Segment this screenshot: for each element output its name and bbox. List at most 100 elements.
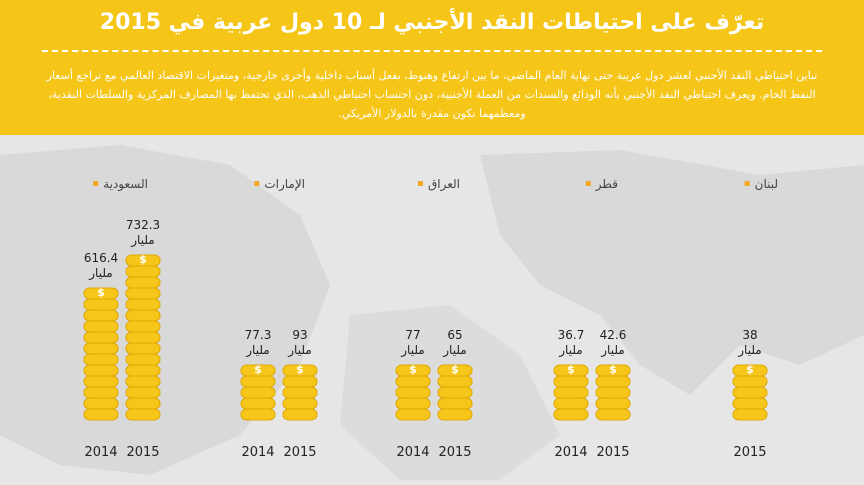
coin-stack-2015: $ [125,253,161,421]
country-bullet-icon [417,181,423,186]
value-label: 36.7 [558,328,585,342]
dollar-icon: $ [254,363,262,376]
dollar-icon: $ [451,363,459,376]
coin [395,386,431,399]
coin-stack-2015: $ [437,363,473,421]
coin [125,265,161,278]
coin [125,342,161,355]
coin [437,386,473,399]
unit-label: مليار [130,233,154,248]
coin [83,320,119,333]
coin [553,386,589,399]
coin [240,375,276,388]
coin [240,386,276,399]
coin [553,397,589,410]
coin [83,364,119,377]
coin [732,375,768,388]
map-landmass-east [480,150,864,395]
year-label: 2015 [126,445,159,460]
coin [595,375,631,388]
coin-stack-2015: $ [732,363,768,421]
coin [395,408,431,421]
coin [240,397,276,410]
country-bullet-icon [744,181,750,186]
description-text: تباين احتياطي النقد الأجنبي لعشر دول عرب… [46,69,818,120]
year-label: 2014 [241,445,274,460]
year-label: 2014 [554,445,587,460]
coin [395,375,431,388]
dashed-divider [42,50,822,52]
coin [437,375,473,388]
country-label: لبنان [755,177,778,191]
coin [83,298,119,311]
coin [125,254,161,267]
coin [125,276,161,289]
coin [83,309,119,322]
dollar-icon: $ [97,286,105,299]
header-banner: تعرّف على احتياطات النقد الأجنبي لـ 10 د… [0,0,864,135]
unit-label: مليار [287,343,311,358]
coin-stack-2015: $ [595,363,631,421]
year-label: 2015 [438,445,471,460]
year-label: 2014 [396,445,429,460]
coin [595,364,631,377]
coin [553,408,589,421]
coin [83,397,119,410]
country-bullet-icon [254,181,260,186]
coin [395,397,431,410]
coin-stack-2015: $ [282,363,318,421]
year-label: 2015 [596,445,629,460]
coin [595,408,631,421]
coin [125,287,161,300]
page-title: تعرّف على احتياطات النقد الأجنبي لـ 10 د… [99,10,765,35]
coin [83,287,119,300]
coin [732,386,768,399]
coin [595,397,631,410]
coin [282,386,318,399]
unit-label: مليار [442,343,466,358]
coin [732,364,768,377]
dollar-icon: $ [746,363,754,376]
value-label: 732.3 [126,218,160,232]
coin [553,364,589,377]
coin [125,353,161,366]
value-label: 42.6 [600,328,627,342]
coin [437,397,473,410]
unit-label: مليار [400,343,424,358]
coin [125,320,161,333]
country-label: الإمارات [264,177,305,192]
unit-label: مليار [558,343,582,358]
coin [83,331,119,344]
unit-label: مليار [245,343,269,358]
coin [83,408,119,421]
coin [595,386,631,399]
coin [83,342,119,355]
country-label: العراق [428,177,460,192]
value-label: 77 [405,328,420,342]
dollar-icon: $ [609,363,617,376]
country-bullet-icon [585,181,591,186]
year-label: 2015 [283,445,316,460]
coin [125,375,161,388]
coin [125,386,161,399]
coin [125,298,161,311]
unit-label: مليار [737,343,761,358]
coin-stack-2014: $ [553,363,589,421]
coin [437,364,473,377]
coin [732,397,768,410]
coin [125,331,161,344]
coin [732,408,768,421]
coin [240,364,276,377]
coin-stack-2014: $ [240,363,276,421]
dollar-icon: $ [139,253,147,266]
year-label: 2014 [84,445,117,460]
coin [125,364,161,377]
coin [282,397,318,410]
value-label: 38 [742,328,757,342]
coin [282,364,318,377]
coin-stack-2014: $ [395,363,431,421]
value-label: 77.3 [245,328,272,342]
coin [553,375,589,388]
coin [125,397,161,410]
